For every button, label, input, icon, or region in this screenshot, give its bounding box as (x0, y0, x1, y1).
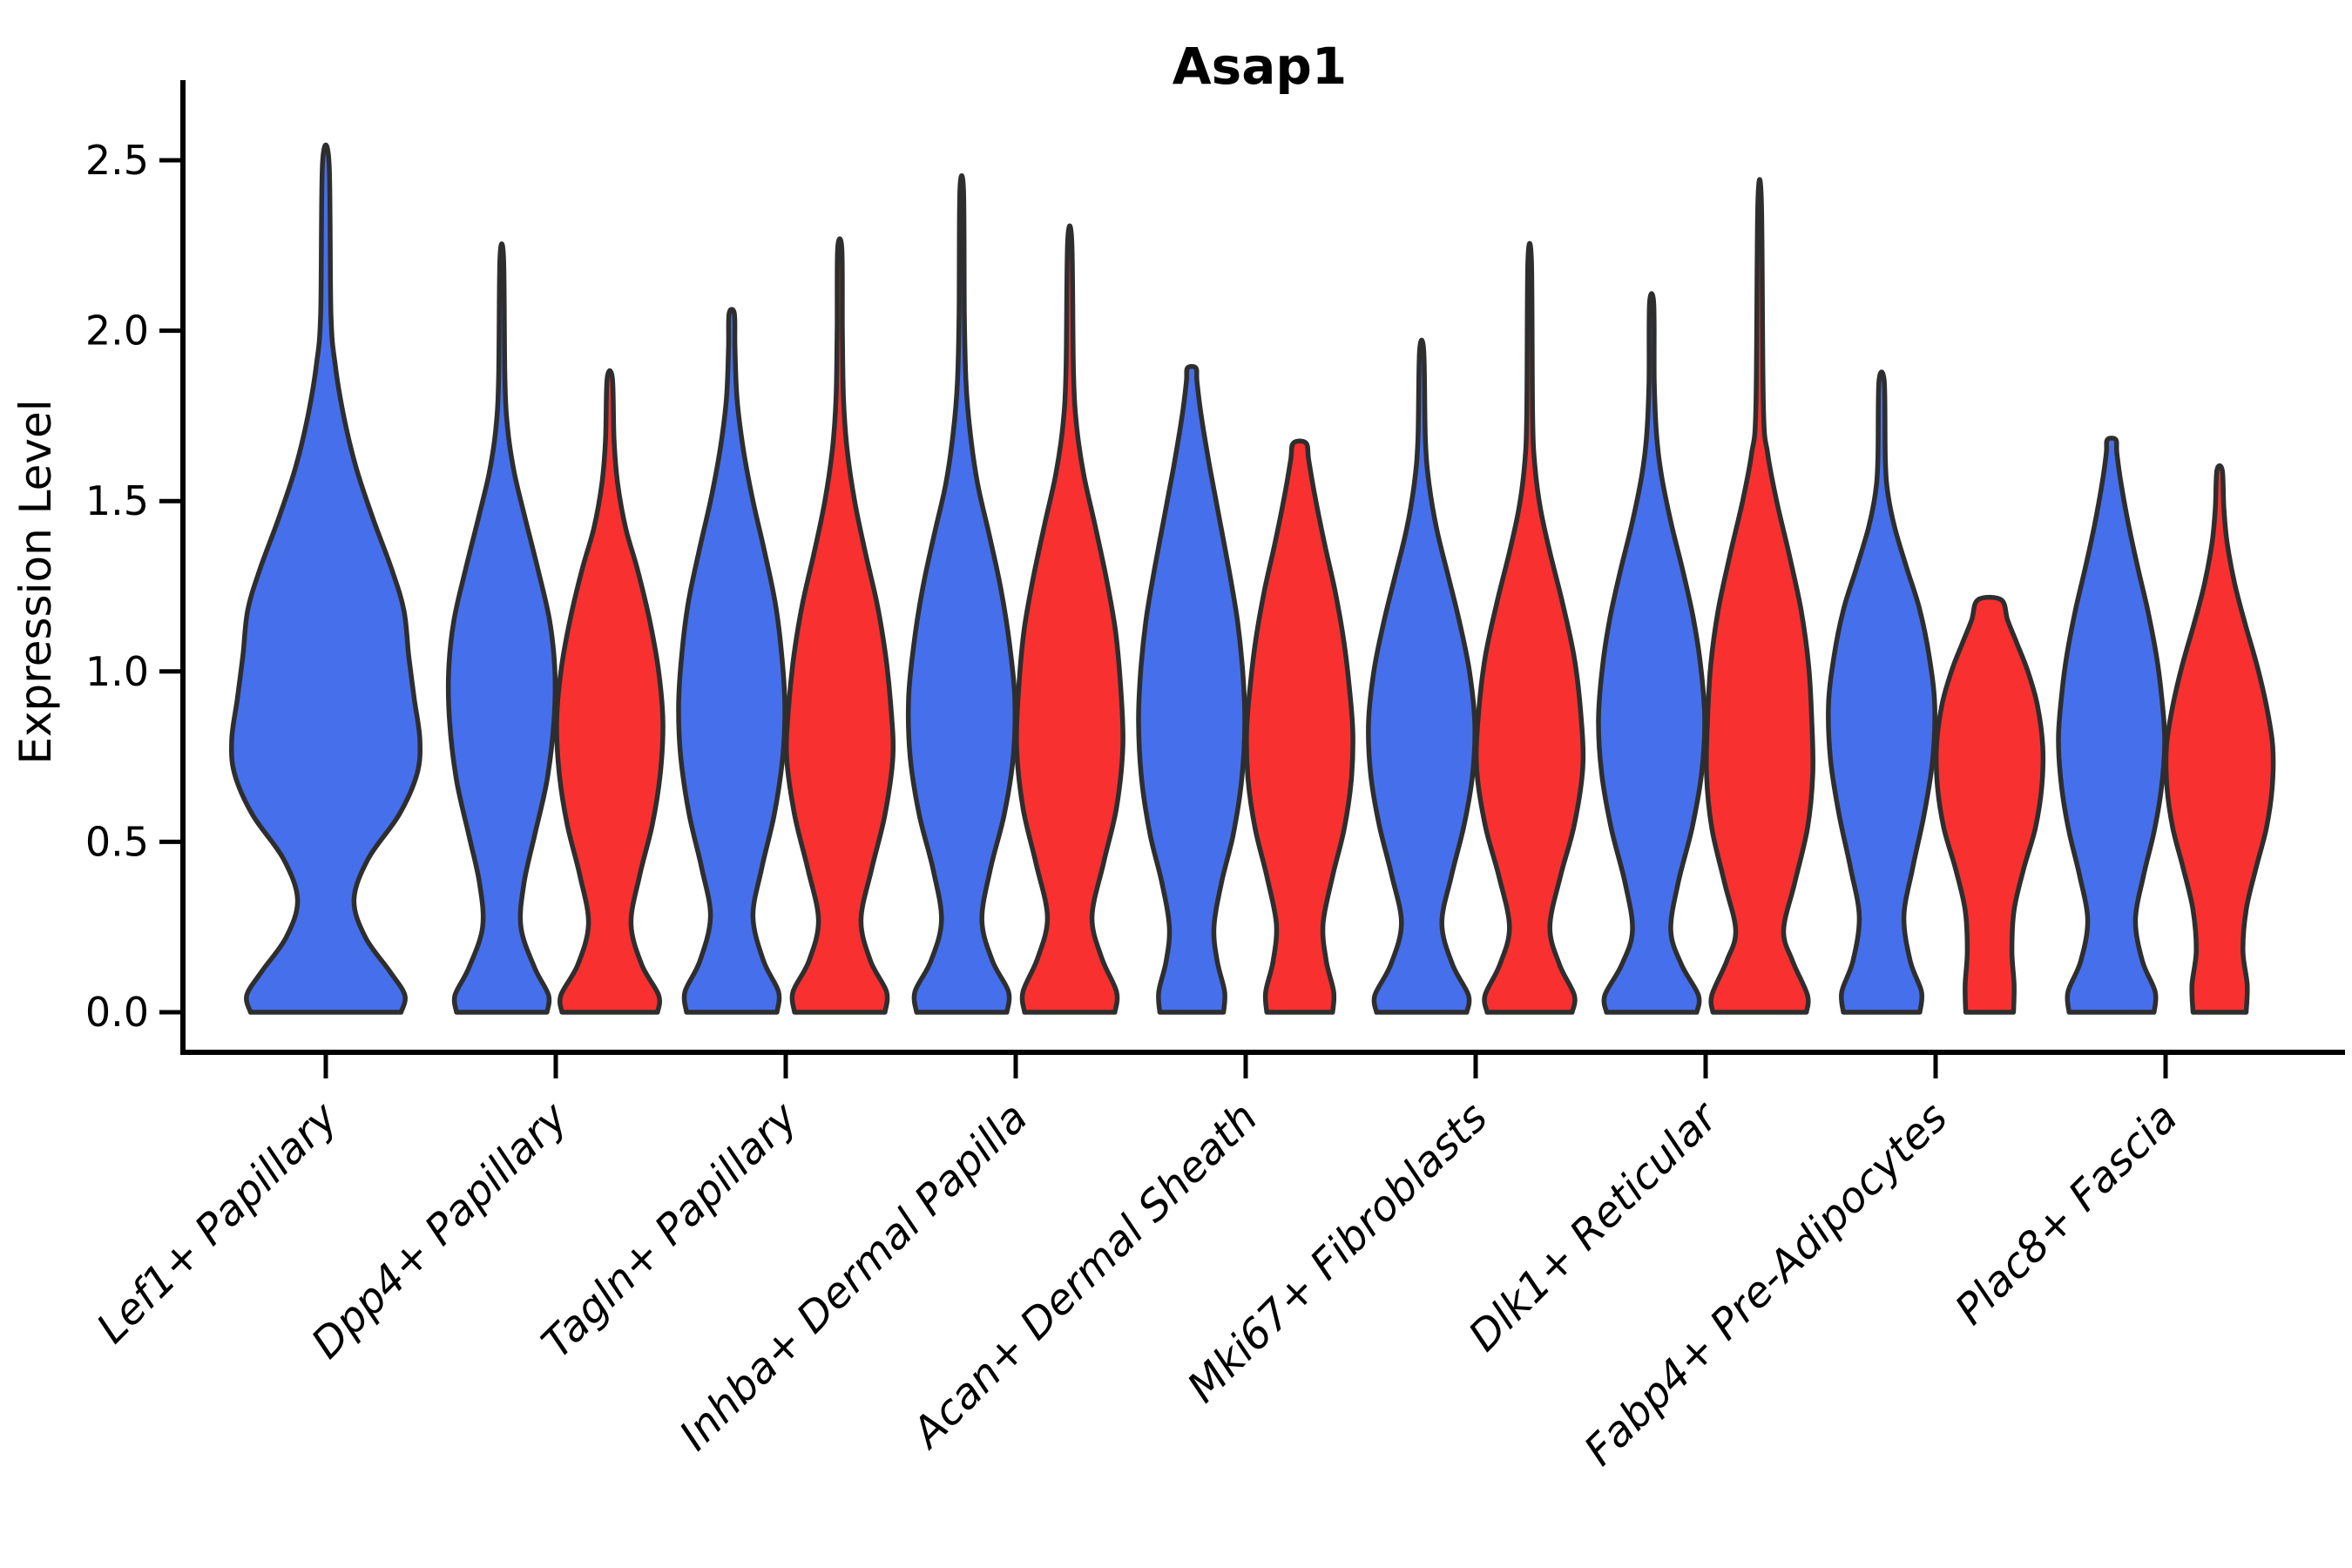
violin-acan-dermal-sheath-red (1244, 438, 1355, 1015)
chart-title: Asap1 (1173, 37, 1347, 96)
violin-lef1-papillary-blue (228, 142, 423, 1015)
x-tick-label-fabp4-pre-adipocytes: Fabp4+ Pre-Adipocytes (1575, 1093, 1957, 1476)
x-tick-label-dpp4-papillary: Dpp4+ Papillary (302, 1092, 578, 1368)
violin-inhba-dermal-papilla-blue (905, 172, 1018, 1015)
y-tick-label: 0.0 (85, 989, 149, 1036)
violin-tagln-papillary-red (783, 236, 896, 1015)
violin-dpp4-papillary-red (554, 368, 666, 1015)
violin-dlk1-reticular-blue (1596, 291, 1707, 1015)
violin-plac8-fascia-red (2163, 463, 2276, 1015)
y-tick-label: 1.0 (85, 648, 149, 695)
violin-fabp4-pre-adipocytes-red (1933, 594, 2046, 1015)
x-tick-label-plac8-fascia: Plac8+ Fascia (1946, 1093, 2187, 1335)
violins-layer (228, 142, 2276, 1015)
violin-acan-dermal-sheath-blue (1136, 363, 1247, 1015)
violin-dlk1-reticular-red (1703, 177, 1816, 1015)
violin-plac8-fascia-blue (2056, 436, 2167, 1015)
y-tick-label: 2.5 (85, 137, 149, 184)
violin-dpp4-papillary-blue (445, 241, 558, 1015)
violin-mki67-fibroblasts-red (1473, 240, 1586, 1015)
violin-inhba-dermal-papilla-red (1014, 223, 1125, 1015)
violin-tagln-papillary-blue (676, 307, 787, 1015)
y-tick-label: 0.5 (85, 818, 149, 865)
y-tick-label: 1.5 (85, 477, 149, 524)
violin-fabp4-pre-adipocytes-blue (1826, 369, 1937, 1015)
x-tick-label-dlk1-reticular: Dlk1+ Reticular (1459, 1092, 1729, 1362)
x-tick-label-tagln-papillary: Tagln+ Papillary (532, 1092, 808, 1368)
x-tick-label-lef1-papillary: Lef1+ Papillary (87, 1092, 348, 1353)
y-tick-label: 2.0 (85, 308, 149, 355)
y-axis-label: Expression Level (10, 399, 61, 764)
violin-mki67-fibroblasts-blue (1366, 337, 1477, 1015)
